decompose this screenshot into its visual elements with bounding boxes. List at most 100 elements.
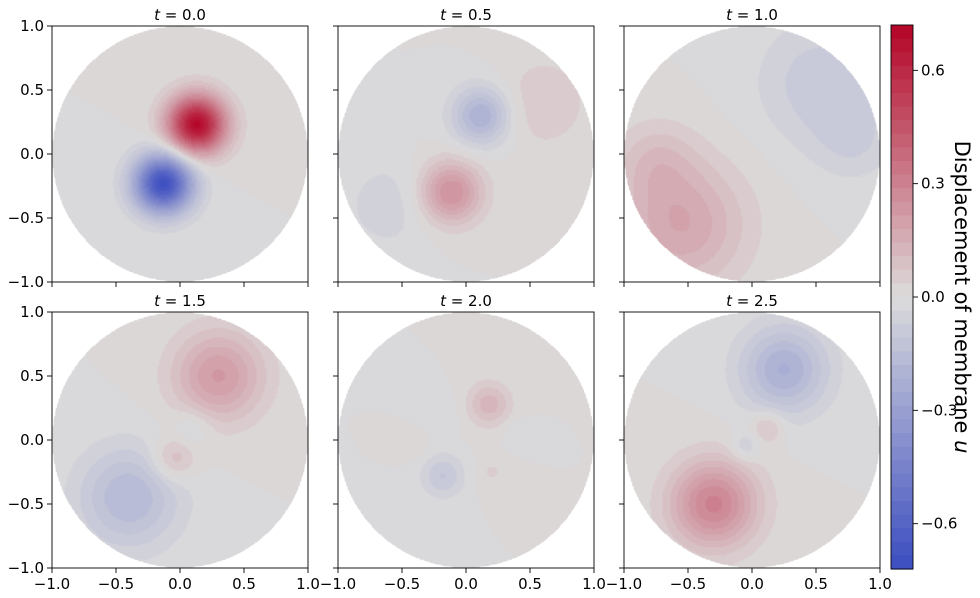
x-tick-label: 0.5 [232,575,256,593]
displacement-field [624,26,880,282]
colorbar-level [891,38,913,53]
panel-title-var: t [440,6,447,24]
colorbar-level [891,433,913,448]
colorbar-level [891,555,913,570]
panel-title: t = 1.5 [154,292,206,310]
y-tick-label: −1.0 [8,273,44,291]
colorbar-tick-label: −0.6 [921,515,957,533]
colorbar-level [891,25,913,40]
colorbar-level [891,351,913,366]
displacement-field [338,312,594,568]
panel-grid: t = 0.0−1.0−0.50.00.51.0t = 0.5 t = 1.0t … [8,6,892,593]
y-tick-label: 1.0 [20,303,44,321]
colorbar-level [891,419,913,434]
colorbar-label-text: Displacement of membrane [950,141,974,441]
x-tick-label: 0.5 [804,575,828,593]
panel-title-value: = 2.0 [446,292,492,310]
colorbar-level [891,79,913,94]
colorbar-level [891,133,913,148]
panel-title-var: t [154,292,161,310]
colorbar-level [891,215,913,230]
colorbar-level [891,161,913,176]
colorbar-tick-label: −0.3 [921,401,957,419]
colorbar-level [891,201,913,216]
colorbar-level [891,541,913,556]
y-tick-label: 0.5 [20,367,44,385]
colorbar-level [891,188,913,203]
colorbar-level [891,229,913,244]
x-tick-label: −1.0 [34,575,70,593]
panel-title: t = 2.0 [440,292,492,310]
panel-title-value: = 1.5 [160,292,206,310]
colorbar-tick-label: 0.0 [921,288,945,306]
colorbar-level [891,310,913,325]
y-tick-label: 0.0 [20,431,44,449]
colorbar-level [891,528,913,543]
panel-2: t = 0.5 [333,6,595,287]
panel-title-value: = 1.0 [732,6,778,24]
colorbar-level [891,405,913,420]
panel-title: t = 0.0 [154,6,206,24]
x-tick-label: 0.0 [168,575,192,593]
colorbar-level [891,365,913,380]
colorbar-level [891,297,913,312]
x-tick-label: 0.5 [518,575,542,593]
colorbar-level [891,392,913,407]
x-tick-label: 1.0 [582,575,606,593]
colorbar-tick-label: 0.3 [921,175,945,193]
panel-title: t = 2.5 [726,292,778,310]
panel-title-value: = 0.5 [446,6,492,24]
x-tick-label: −1.0 [606,575,642,593]
x-tick-label: −0.5 [384,575,420,593]
panel-title: t = 1.0 [726,6,778,24]
x-tick-label: −0.5 [98,575,134,593]
colorbar-level [891,378,913,393]
panel-4: t = 1.5 −1.0 −0.5 0.0 0.5 1.0 −1.0 −0.5 0.0 0.5 1.… [8,292,320,593]
panel-3: t = 1.0 [619,6,881,287]
displacement-field [624,312,880,568]
panel-title-var: t [726,292,733,310]
panel-title-value: = 0.0 [160,6,206,24]
panel-1: t = 0.0 −1.0 −0.5 0.0 0.5 1.0 [8,6,309,291]
colorbar-level [891,93,913,108]
x-tick-label: 1.0 [868,575,892,593]
y-tick-label: 0.5 [20,81,44,99]
x-tick-label: −0.5 [670,575,706,593]
y-tick-label: −0.5 [8,495,44,513]
x-tick-label: 0.0 [454,575,478,593]
colorbar-level [891,52,913,67]
colorbar-level [891,256,913,271]
colorbar-label-var: u [950,440,974,453]
displacement-field [52,312,308,568]
colorbar-tick-label: 0.6 [921,61,945,79]
x-tick-label: 1.0 [296,575,320,593]
colorbar-level [891,460,913,475]
colorbar-level [891,269,913,284]
colorbar-level [891,283,913,298]
colorbar-level [891,501,913,516]
colorbar-level [891,514,913,529]
colorbar-level [891,174,913,189]
y-tick-label: 1.0 [20,17,44,35]
colorbar-label: Displacement of membrane u [950,141,974,454]
panel-6: t = 2.5 −1.0 −0.5 0.0 0.5 1.0 [606,292,892,593]
x-tick-label: 0.0 [740,575,764,593]
panel-5: t = 2.0 −1.0 −0.5 0.0 0.5 1.0 [320,292,606,593]
displacement-field [52,26,308,282]
colorbar-level [891,120,913,135]
panel-title-var: t [440,292,447,310]
colorbar-level [891,65,913,80]
colorbar-level [891,242,913,257]
panel-title-var: t [726,6,733,24]
colorbar-level [891,147,913,162]
panel-title-value: = 2.5 [732,292,778,310]
colorbar-level [891,337,913,352]
colorbar-level [891,446,913,461]
y-tick-label: −1.0 [8,559,44,577]
colorbar-level [891,487,913,502]
colorbar-level [891,106,913,121]
y-tick-label: 0.0 [20,145,44,163]
x-tick-label: −1.0 [320,575,356,593]
panel-title-var: t [154,6,161,24]
